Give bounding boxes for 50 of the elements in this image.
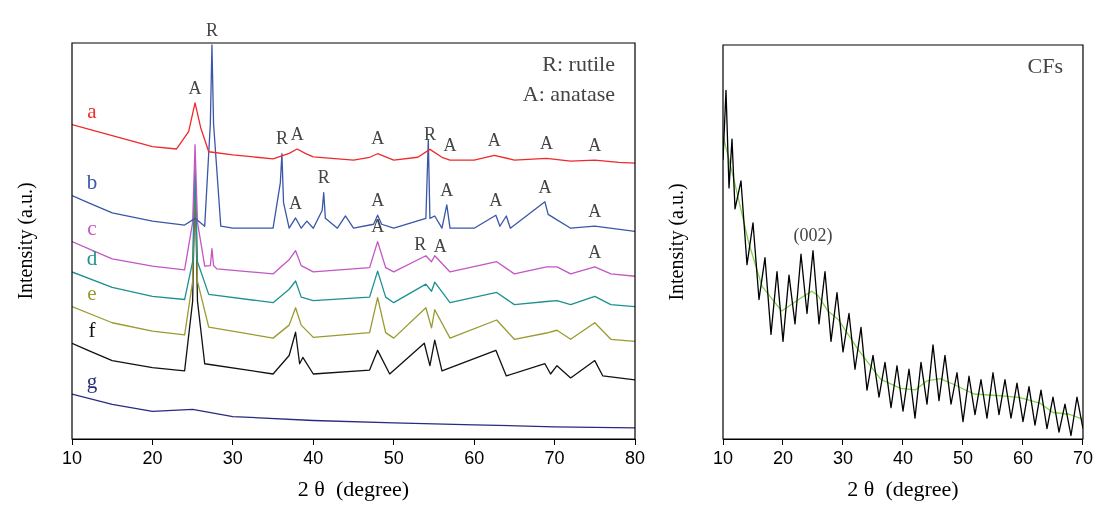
annotation: A xyxy=(588,200,602,221)
annotation: A xyxy=(540,133,554,154)
series-label: f xyxy=(88,317,96,342)
x-tick-label: 60 xyxy=(464,447,485,468)
annotation: R xyxy=(414,234,427,255)
x-tick-label: 80 xyxy=(624,447,646,468)
annotation: A xyxy=(433,236,447,257)
x-tick-label: 20 xyxy=(142,447,163,468)
annotation: R xyxy=(275,128,288,149)
x-tick-label: 10 xyxy=(712,447,734,468)
x-tick-label: 30 xyxy=(222,447,243,468)
y-axis-title: Intensity (a.u.) xyxy=(665,183,689,301)
annotation: (002) xyxy=(793,225,833,247)
annotation: A xyxy=(188,77,202,98)
annotation: A xyxy=(538,176,552,197)
annotation: A xyxy=(588,241,602,262)
x-tick-label: 70 xyxy=(544,447,565,468)
y-axis-title: Intensity (a.u.) xyxy=(14,182,38,300)
annotation: A xyxy=(371,189,385,210)
x-tick-label: 10 xyxy=(61,447,83,468)
annotation: R: rutile xyxy=(542,50,615,76)
annotation: A xyxy=(489,189,503,210)
annotation: R xyxy=(205,19,218,40)
text: CFs xyxy=(1027,52,1063,78)
series-label: g xyxy=(86,368,98,393)
annotation: A: anatase xyxy=(522,80,615,106)
x-tick-label: 70 xyxy=(1072,447,1093,468)
series-label: a xyxy=(87,99,98,124)
x-tick-label: 60 xyxy=(1012,447,1034,468)
series-label: d xyxy=(86,246,98,271)
annotation: A xyxy=(443,134,457,155)
annotation: A xyxy=(440,179,454,200)
x-tick-label: 20 xyxy=(772,447,794,468)
annotation: R xyxy=(423,124,436,145)
annotation: R xyxy=(317,167,330,188)
x-tick-label: 50 xyxy=(383,447,404,468)
x-tick-label: 40 xyxy=(892,447,914,468)
annotation: A xyxy=(290,123,304,144)
annotation: A xyxy=(588,134,602,155)
x-tick-label: 50 xyxy=(952,447,974,468)
x-tick-label: 30 xyxy=(832,447,854,468)
series-label: b xyxy=(86,170,98,195)
x-tick-label: 40 xyxy=(303,447,324,468)
annotation: A xyxy=(487,130,501,151)
annotation: A xyxy=(371,128,385,149)
x-axis-title: 2 θ (degree) xyxy=(297,475,410,501)
annotation: A xyxy=(289,192,303,213)
x-axis-title: 2 θ (degree) xyxy=(847,475,959,501)
series-label: c xyxy=(87,216,97,241)
series-label: e xyxy=(87,281,97,306)
